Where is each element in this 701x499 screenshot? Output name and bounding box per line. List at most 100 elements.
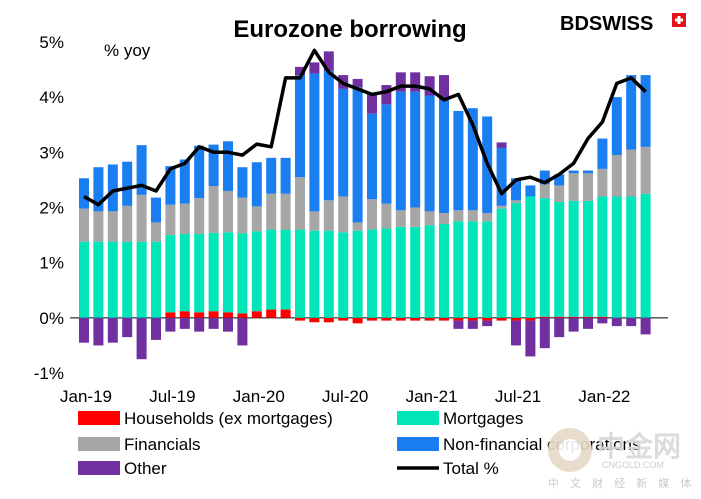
bar-other xyxy=(424,76,435,96)
bar-mortgages xyxy=(539,198,550,317)
bar-other xyxy=(467,320,478,329)
bar-households xyxy=(179,311,190,318)
bar-other xyxy=(237,317,248,346)
bar-other xyxy=(482,320,493,327)
bar-households xyxy=(381,317,392,321)
bar-nfc xyxy=(280,157,291,194)
bar-households xyxy=(554,316,565,318)
bar-households xyxy=(352,317,363,324)
bar-financials xyxy=(79,208,89,242)
bar-other xyxy=(568,317,579,332)
bar-mortgages xyxy=(107,241,118,318)
bar-nfc xyxy=(165,166,176,205)
bar-mortgages xyxy=(381,228,392,318)
bar-households xyxy=(367,317,377,321)
x-tick-label: Jan-19 xyxy=(60,387,112,406)
bar-nfc xyxy=(136,145,147,195)
bar-financials xyxy=(640,146,651,194)
watermark-tagline: 中 文 财 经 新 媒 体 xyxy=(548,476,695,490)
y-tick-label: 2% xyxy=(39,199,64,218)
bar-mortgages xyxy=(122,241,133,318)
bar-mortgages xyxy=(194,233,205,313)
bar-financials xyxy=(122,205,133,242)
bar-nfc xyxy=(338,88,349,197)
bar-households xyxy=(309,317,320,323)
bar-financials xyxy=(511,200,521,204)
legend-label-mortgages: Mortgages xyxy=(443,409,523,428)
bar-mortgages xyxy=(323,230,334,318)
watermark: 中金网 CNGOLD.COM 中 文 财 经 新 媒 体 xyxy=(548,428,695,490)
legend-label-total: Total % xyxy=(443,459,499,478)
legend-swatch-nfc xyxy=(397,437,439,451)
bar-mortgages xyxy=(395,226,406,318)
legend-label-financials: Financials xyxy=(124,435,201,454)
bar-financials xyxy=(568,173,579,201)
bar-nfc xyxy=(122,161,133,206)
bar-other xyxy=(381,85,392,105)
bar-households xyxy=(583,316,593,318)
bar-financials xyxy=(136,194,147,242)
bar-mortgages xyxy=(467,221,478,318)
bar-nfc xyxy=(568,170,579,174)
bar-other xyxy=(496,142,507,148)
legend-label-households: Households (ex mortgages) xyxy=(124,409,333,428)
bar-financials xyxy=(496,205,507,209)
legend-swatch-households xyxy=(78,411,120,425)
bar-nfc xyxy=(554,174,565,186)
bar-mortgages xyxy=(338,232,349,318)
bar-other xyxy=(107,317,118,343)
bar-financials xyxy=(482,213,493,222)
bars xyxy=(79,51,651,360)
y-tick-label: 4% xyxy=(39,88,64,107)
bar-financials xyxy=(554,185,565,202)
bar-mortgages xyxy=(568,200,579,317)
bar-nfc xyxy=(496,147,507,206)
x-tick-label: Jul-19 xyxy=(149,387,195,406)
bar-other xyxy=(93,317,104,346)
bar-nfc xyxy=(107,164,118,212)
bar-households xyxy=(194,312,205,318)
bar-other xyxy=(295,66,305,76)
bar-mortgages xyxy=(93,241,104,318)
bar-nfc xyxy=(295,75,305,178)
bar-nfc xyxy=(453,110,464,211)
bar-mortgages xyxy=(223,232,233,313)
bar-nfc xyxy=(323,70,334,201)
bar-nfc xyxy=(237,167,248,198)
bar-households xyxy=(539,316,550,318)
bar-nfc xyxy=(93,167,104,212)
bar-nfc xyxy=(208,144,219,186)
y-tick-label: 3% xyxy=(39,143,64,162)
bar-households xyxy=(338,317,349,321)
bar-other xyxy=(525,320,536,357)
y-tick-label: 5% xyxy=(39,33,64,52)
bar-mortgages xyxy=(367,229,377,318)
bar-financials xyxy=(151,222,161,242)
bar-households xyxy=(525,317,536,321)
bar-mortgages xyxy=(511,203,521,318)
bar-households xyxy=(295,317,305,321)
bar-financials xyxy=(323,200,334,231)
bar-households xyxy=(237,313,248,318)
bar-other xyxy=(367,94,377,114)
bar-other xyxy=(439,75,449,100)
bar-households xyxy=(568,316,579,318)
bar-nfc xyxy=(539,170,550,185)
bar-nfc xyxy=(151,197,161,223)
x-tick-label: Jul-20 xyxy=(322,387,368,406)
bar-nfc xyxy=(251,162,262,207)
y-tick-label: -1% xyxy=(34,364,64,383)
bar-mortgages xyxy=(453,221,464,318)
bar-financials xyxy=(208,185,219,233)
bar-mortgages xyxy=(482,221,493,318)
y-tick-label: 1% xyxy=(39,254,64,273)
bar-other xyxy=(611,317,622,327)
bar-nfc xyxy=(395,91,406,211)
total-line-path xyxy=(83,48,647,207)
bar-mortgages xyxy=(237,233,248,314)
y-tick-label: 0% xyxy=(39,309,64,328)
bar-households xyxy=(266,309,277,318)
bar-other xyxy=(194,317,205,332)
bar-other xyxy=(179,317,190,329)
